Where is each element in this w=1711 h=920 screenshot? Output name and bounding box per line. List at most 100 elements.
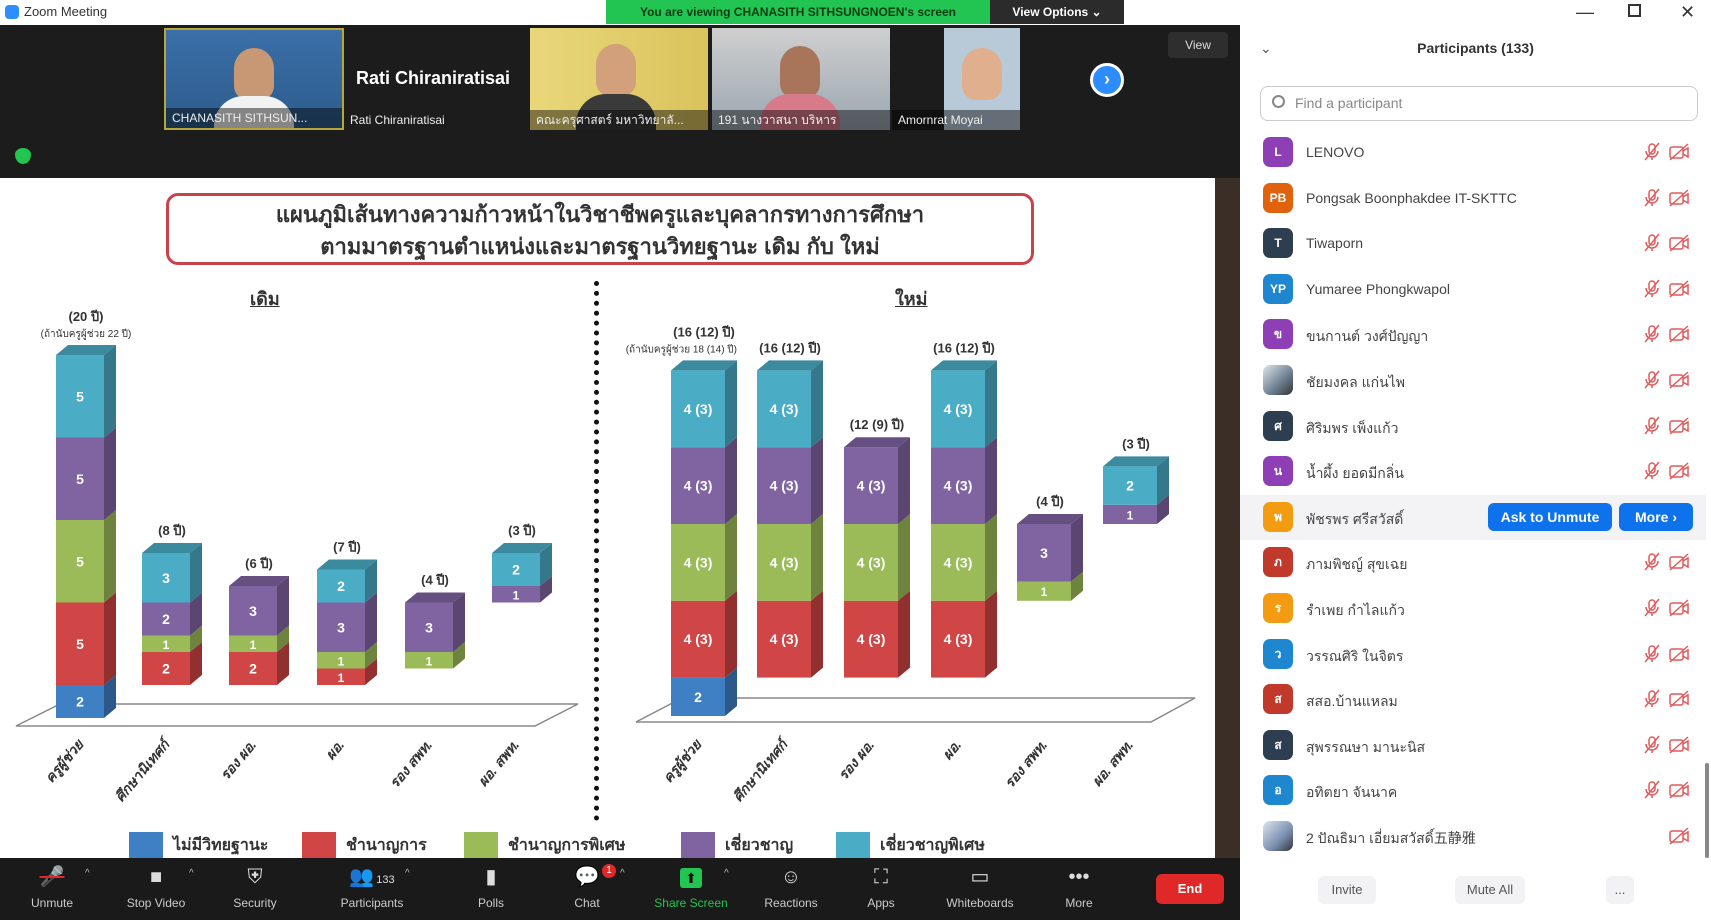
video-tile[interactable]: Rati Chiraniratisai Rati Chiraniratisai — [344, 28, 528, 130]
participant-row[interactable]: ภ ภามพิชญ์ สุขเฉย — [1240, 540, 1706, 585]
bar-segment-side — [898, 514, 910, 601]
bar-segment-label: 4 (3) — [770, 478, 799, 494]
participant-row[interactable]: ศ ศิริมพร เพ็งแก้ว — [1240, 404, 1706, 449]
bar-segment-side — [104, 675, 116, 718]
participant-name: รำเพย กำไลแก้ว — [1306, 602, 1405, 618]
video-tile[interactable]: 191 นางวาสนา บริหาร — [712, 28, 890, 130]
participant-row[interactable]: อ อทิตยา จันนาค — [1240, 768, 1706, 813]
restore-icon[interactable] — [1628, 4, 1641, 17]
video-tile[interactable]: CHANASITH SITHSUN... — [164, 28, 344, 130]
bar-segment-side — [453, 642, 465, 669]
category-label: รอง สพท. — [1001, 737, 1050, 791]
bar-segment-label: 2 — [76, 694, 84, 710]
video-off-icon — [1668, 324, 1690, 349]
participant-row[interactable]: 2 ปัณธิมา เอี่ยมสวัสดิ์五静雅 — [1240, 814, 1706, 859]
next-page-button[interactable]: › — [1090, 63, 1124, 97]
participant-search-input[interactable]: Find a participant — [1260, 86, 1698, 121]
participant-row[interactable]: ร รำเพย กำไลแก้ว — [1240, 586, 1706, 631]
participant-row[interactable]: YP Yumaree Phongkwapol — [1240, 267, 1706, 312]
share-screen-label: Share Screen — [654, 896, 728, 910]
bar-segment — [229, 635, 277, 652]
options-caret-icon[interactable]: ^ — [620, 868, 625, 879]
ask-to-unmute-button[interactable]: Ask to Unmute — [1488, 502, 1612, 531]
bar-top — [844, 437, 910, 448]
mic-muted-icon — [1643, 279, 1661, 304]
participant-row[interactable]: ว วรรณศิริ ในจิตร — [1240, 632, 1706, 677]
avatar-initials: T — [1274, 236, 1282, 251]
more-icon: ••• — [1068, 866, 1090, 888]
options-caret-icon[interactable]: ^ — [85, 868, 90, 879]
minimize-icon[interactable]: — — [1576, 2, 1594, 22]
category-label: ครูผู้ช่วย — [41, 735, 88, 786]
apps-label: Apps — [867, 896, 895, 910]
reactions-button[interactable]: ☺ Reactions — [746, 864, 836, 910]
participant-row[interactable]: PB Pongsak Boonphakdee IT-SKTTC — [1240, 176, 1706, 221]
bar-segment — [844, 447, 898, 524]
options-caret-icon[interactable]: ^ — [405, 868, 410, 879]
avatar: ว — [1263, 638, 1293, 669]
bar-segment-side — [725, 514, 737, 601]
unmute-button[interactable]: 🎤 Unmute ^ — [7, 864, 97, 910]
bar-total-label: (4 ปี) — [421, 573, 449, 588]
video-tile[interactable]: Amornrat Moyai — [892, 28, 1020, 130]
bar-total-label: (12 (9) ปี) — [850, 417, 904, 432]
options-caret-icon[interactable]: ^ — [724, 868, 729, 879]
apps-button[interactable]: ⛶ Apps — [836, 864, 926, 910]
panel-divider — [594, 281, 599, 821]
security-icon: ⛨ — [247, 866, 263, 888]
end-meeting-button[interactable]: End — [1156, 874, 1224, 904]
bar-segment-side — [725, 437, 737, 524]
participant-row[interactable]: ส สุพรรณษา มานะนิส — [1240, 723, 1706, 768]
avatar-initials: ว — [1274, 646, 1282, 661]
video-off-icon — [1668, 142, 1690, 167]
participant-name: ภามพิชญ์ สุขเฉย — [1306, 556, 1408, 573]
participant-row[interactable]: ชัยมงคล แก่นไพ — [1240, 358, 1706, 403]
category-label: ผอ. สพท. — [474, 737, 522, 790]
bar-segment — [492, 586, 540, 603]
participant-name: อทิตยา จันนาค — [1306, 784, 1398, 801]
more-button[interactable]: More › — [1619, 502, 1693, 531]
avatar: อ — [1263, 775, 1293, 806]
bar-segment-label: 2 — [249, 661, 257, 677]
avatar: ส — [1263, 684, 1293, 715]
security-button[interactable]: ⛨ Security — [210, 864, 300, 910]
participant-row[interactable]: T Tiwaporn — [1240, 221, 1706, 266]
collapse-chevron-icon[interactable]: ⌄ — [1260, 40, 1272, 56]
bar-segment — [317, 668, 365, 685]
bar-segment-side — [1071, 514, 1083, 582]
polls-button[interactable]: ▮ Polls — [446, 864, 536, 910]
participant-row[interactable]: พ พัชรพร ศรีสวัสดิ์ Ask to Unmute More › — [1240, 494, 1706, 540]
participant-row[interactable]: L LENOVO — [1240, 130, 1706, 175]
view-options-button[interactable]: View Options ⌄ — [990, 0, 1124, 24]
view-layout-button[interactable]: View — [1168, 32, 1228, 58]
participants-button[interactable]: 👥 133 Participants ^ — [327, 864, 417, 910]
bar-segment-label: 4 (3) — [857, 478, 886, 494]
video-tile[interactable]: คณะครุศาสตร์ มหาวิทยาลั... — [530, 28, 708, 130]
stop-video-icon: ■ — [149, 866, 163, 888]
avatar-initials: ร — [1274, 601, 1282, 615]
more-label: More — [1065, 896, 1093, 910]
more-options-button[interactable]: ... — [1606, 876, 1634, 904]
close-icon[interactable]: ✕ — [1680, 2, 1696, 22]
stop-video-button[interactable]: ■ Stop Video ^ — [111, 864, 201, 910]
invite-button[interactable]: Invite — [1318, 876, 1376, 904]
mic-muted-icon — [1643, 233, 1661, 258]
whiteboards-button[interactable]: ▭ Whiteboards — [935, 864, 1025, 910]
mute-all-button[interactable]: Mute All — [1455, 876, 1525, 904]
bar-segment-side — [190, 543, 202, 603]
reactions-label: Reactions — [764, 896, 818, 910]
more-button[interactable]: ••• More — [1034, 864, 1124, 910]
participant-row[interactable]: ส สสอ.บ้านแหลม — [1240, 677, 1706, 722]
apps-icon: ⛶ — [874, 866, 888, 888]
chat-button[interactable]: 💬 1 Chat ^ — [542, 864, 632, 910]
participant-list-scrollbar[interactable] — [1705, 763, 1709, 858]
avatar: PB — [1263, 182, 1293, 213]
share-screen-button[interactable]: ⬆ Share Screen ^ — [646, 864, 736, 910]
participant-row[interactable]: ข ขนกานต์ วงศ์ปัญญา — [1240, 312, 1706, 357]
options-caret-icon[interactable]: ^ — [189, 868, 194, 879]
participant-row[interactable]: น น้ำผึ้ง ยอดมีกลิ่น — [1240, 449, 1706, 494]
avatar — [1263, 365, 1293, 395]
mic-muted-icon — [1643, 142, 1661, 167]
bar-top — [492, 543, 552, 553]
bar-segment-label: 4 (3) — [944, 554, 973, 570]
